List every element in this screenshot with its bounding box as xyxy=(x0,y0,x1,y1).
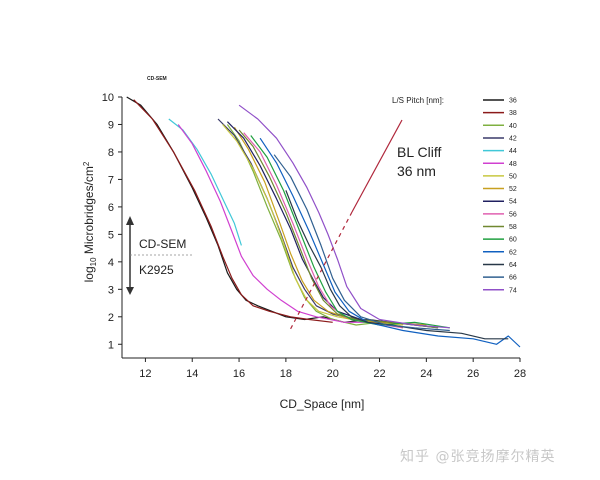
x-axis-title: CD_Space [nm] xyxy=(280,397,365,411)
upper-method-label: CD-SEM xyxy=(139,237,186,251)
legend-label-58: 58 xyxy=(509,224,517,231)
legend-label-64: 64 xyxy=(509,262,517,269)
x-tick-label: 16 xyxy=(233,368,245,380)
legend-label-52: 52 xyxy=(509,186,517,193)
legend-title: L/S Pitch [nm]: xyxy=(392,96,444,105)
y-axis-title-main: Microbridges/cm xyxy=(82,166,96,257)
legend-label-60: 60 xyxy=(509,237,517,244)
legend-label-56: 56 xyxy=(509,211,517,218)
series-line-58 xyxy=(238,129,439,329)
arrow-down-icon xyxy=(126,287,134,295)
y-tick-label: 5 xyxy=(108,229,114,241)
y-tick-label: 10 xyxy=(102,92,114,104)
y-tick-label: 4 xyxy=(108,257,114,269)
x-tick-label: 18 xyxy=(280,368,292,380)
watermark: 知乎 @张竞扬摩尔精英 xyxy=(400,449,556,465)
legend-label-50: 50 xyxy=(509,173,517,180)
cliff-indicator-line xyxy=(351,119,403,213)
cliff-label-line2: 36 nm xyxy=(397,163,436,179)
legend-label-40: 40 xyxy=(509,123,517,130)
lower-method-label: K2925 xyxy=(139,263,174,277)
series-line-64 xyxy=(285,190,509,340)
cliff-indicator-dashed-line xyxy=(289,211,353,331)
y-tick-label: 6 xyxy=(108,202,114,214)
cliff-label-line1: BL Cliff xyxy=(397,144,441,160)
series-line-48 xyxy=(177,124,380,323)
y-axis-title-superscript: 2 xyxy=(82,161,91,166)
legend-label-48: 48 xyxy=(509,161,517,168)
x-tick-label: 14 xyxy=(186,368,198,380)
x-tick-label: 24 xyxy=(420,368,432,380)
legend-label-66: 66 xyxy=(509,275,517,282)
series-line-36 xyxy=(126,96,392,323)
y-axis-title-prefix: log xyxy=(82,266,96,282)
series-line-38 xyxy=(133,99,333,323)
series-line-66 xyxy=(273,154,450,332)
y-tick-label: 7 xyxy=(108,174,114,186)
series-line-60 xyxy=(250,135,450,329)
series-line-74 xyxy=(238,104,450,329)
series-line-62 xyxy=(259,137,521,348)
y-axis-title-subscript: 10 xyxy=(89,257,98,266)
y-tick-label: 2 xyxy=(108,312,114,324)
legend-label-42: 42 xyxy=(509,135,517,142)
x-tick-label: 22 xyxy=(373,368,385,380)
x-tick-label: 12 xyxy=(139,368,151,380)
y-axis-title: log10 Microbridges/cm2 xyxy=(82,161,98,282)
y-tick-label: 1 xyxy=(108,339,114,351)
legend-label-38: 38 xyxy=(509,110,517,117)
legend-label-74: 74 xyxy=(509,287,517,294)
arrow-up-icon xyxy=(126,216,134,225)
y-tick-label: 3 xyxy=(108,284,114,296)
x-tick-label: 26 xyxy=(467,368,479,380)
legend-label-36: 36 xyxy=(509,98,517,105)
y-tick-label: 9 xyxy=(108,119,114,131)
legend-label-62: 62 xyxy=(509,249,517,256)
legend-label-54: 54 xyxy=(509,199,517,206)
legend-label-44: 44 xyxy=(509,148,517,155)
x-tick-label: 20 xyxy=(327,368,339,380)
corner-label: CD-SEM xyxy=(147,76,167,82)
y-tick-label: 8 xyxy=(108,147,114,159)
x-tick-label: 28 xyxy=(514,368,526,380)
